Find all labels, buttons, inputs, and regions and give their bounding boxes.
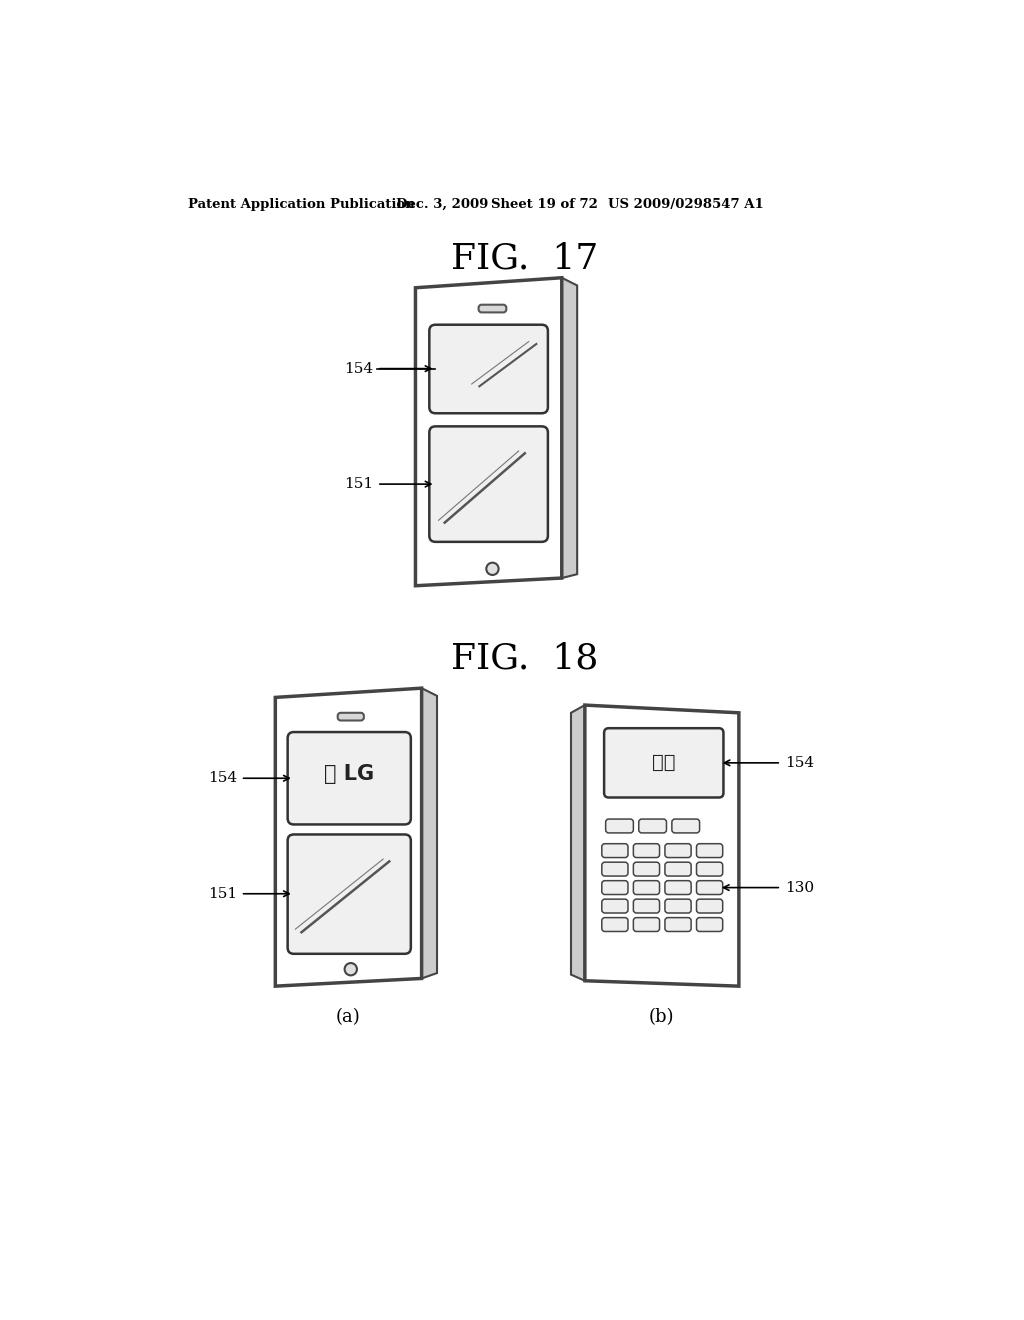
Circle shape: [345, 964, 357, 975]
FancyBboxPatch shape: [665, 843, 691, 858]
FancyBboxPatch shape: [696, 880, 723, 895]
FancyBboxPatch shape: [672, 818, 699, 833]
FancyBboxPatch shape: [634, 843, 659, 858]
Polygon shape: [275, 688, 422, 986]
FancyBboxPatch shape: [634, 880, 659, 895]
FancyBboxPatch shape: [696, 899, 723, 913]
Text: 130: 130: [785, 880, 814, 895]
Text: US 2009/0298547 A1: US 2009/0298547 A1: [608, 198, 764, 211]
Text: Sheet 19 of 72: Sheet 19 of 72: [490, 198, 598, 211]
Text: Dec. 3, 2009: Dec. 3, 2009: [396, 198, 488, 211]
FancyBboxPatch shape: [288, 834, 411, 954]
FancyBboxPatch shape: [602, 917, 628, 932]
FancyBboxPatch shape: [634, 899, 659, 913]
Polygon shape: [571, 705, 585, 981]
FancyBboxPatch shape: [634, 917, 659, 932]
FancyBboxPatch shape: [665, 917, 691, 932]
Text: ⓁⓆ: ⓁⓆ: [651, 754, 675, 772]
Polygon shape: [585, 705, 739, 986]
Text: 154: 154: [344, 362, 373, 376]
Text: 151: 151: [208, 887, 237, 900]
Polygon shape: [422, 688, 437, 978]
Circle shape: [486, 562, 499, 576]
FancyBboxPatch shape: [665, 862, 691, 876]
FancyBboxPatch shape: [602, 843, 628, 858]
FancyBboxPatch shape: [602, 862, 628, 876]
FancyBboxPatch shape: [696, 843, 723, 858]
FancyBboxPatch shape: [639, 818, 667, 833]
Text: Ⓛ LG: Ⓛ LG: [325, 764, 375, 784]
FancyBboxPatch shape: [696, 917, 723, 932]
FancyBboxPatch shape: [665, 899, 691, 913]
FancyBboxPatch shape: [338, 713, 364, 721]
FancyBboxPatch shape: [478, 305, 506, 313]
Text: (b): (b): [649, 1007, 675, 1026]
FancyBboxPatch shape: [602, 880, 628, 895]
Polygon shape: [416, 277, 562, 586]
Text: (a): (a): [336, 1007, 360, 1026]
FancyBboxPatch shape: [696, 862, 723, 876]
Text: 154: 154: [785, 756, 814, 770]
Text: 151: 151: [344, 477, 373, 491]
FancyBboxPatch shape: [604, 729, 724, 797]
Polygon shape: [562, 277, 578, 578]
FancyBboxPatch shape: [605, 818, 634, 833]
FancyBboxPatch shape: [429, 426, 548, 543]
FancyBboxPatch shape: [288, 733, 411, 825]
FancyBboxPatch shape: [665, 880, 691, 895]
Text: FIG.  18: FIG. 18: [452, 642, 598, 676]
Text: 154: 154: [208, 771, 237, 785]
Text: Patent Application Publication: Patent Application Publication: [188, 198, 415, 211]
FancyBboxPatch shape: [634, 862, 659, 876]
FancyBboxPatch shape: [602, 899, 628, 913]
Text: FIG.  17: FIG. 17: [452, 242, 598, 276]
FancyBboxPatch shape: [429, 325, 548, 413]
